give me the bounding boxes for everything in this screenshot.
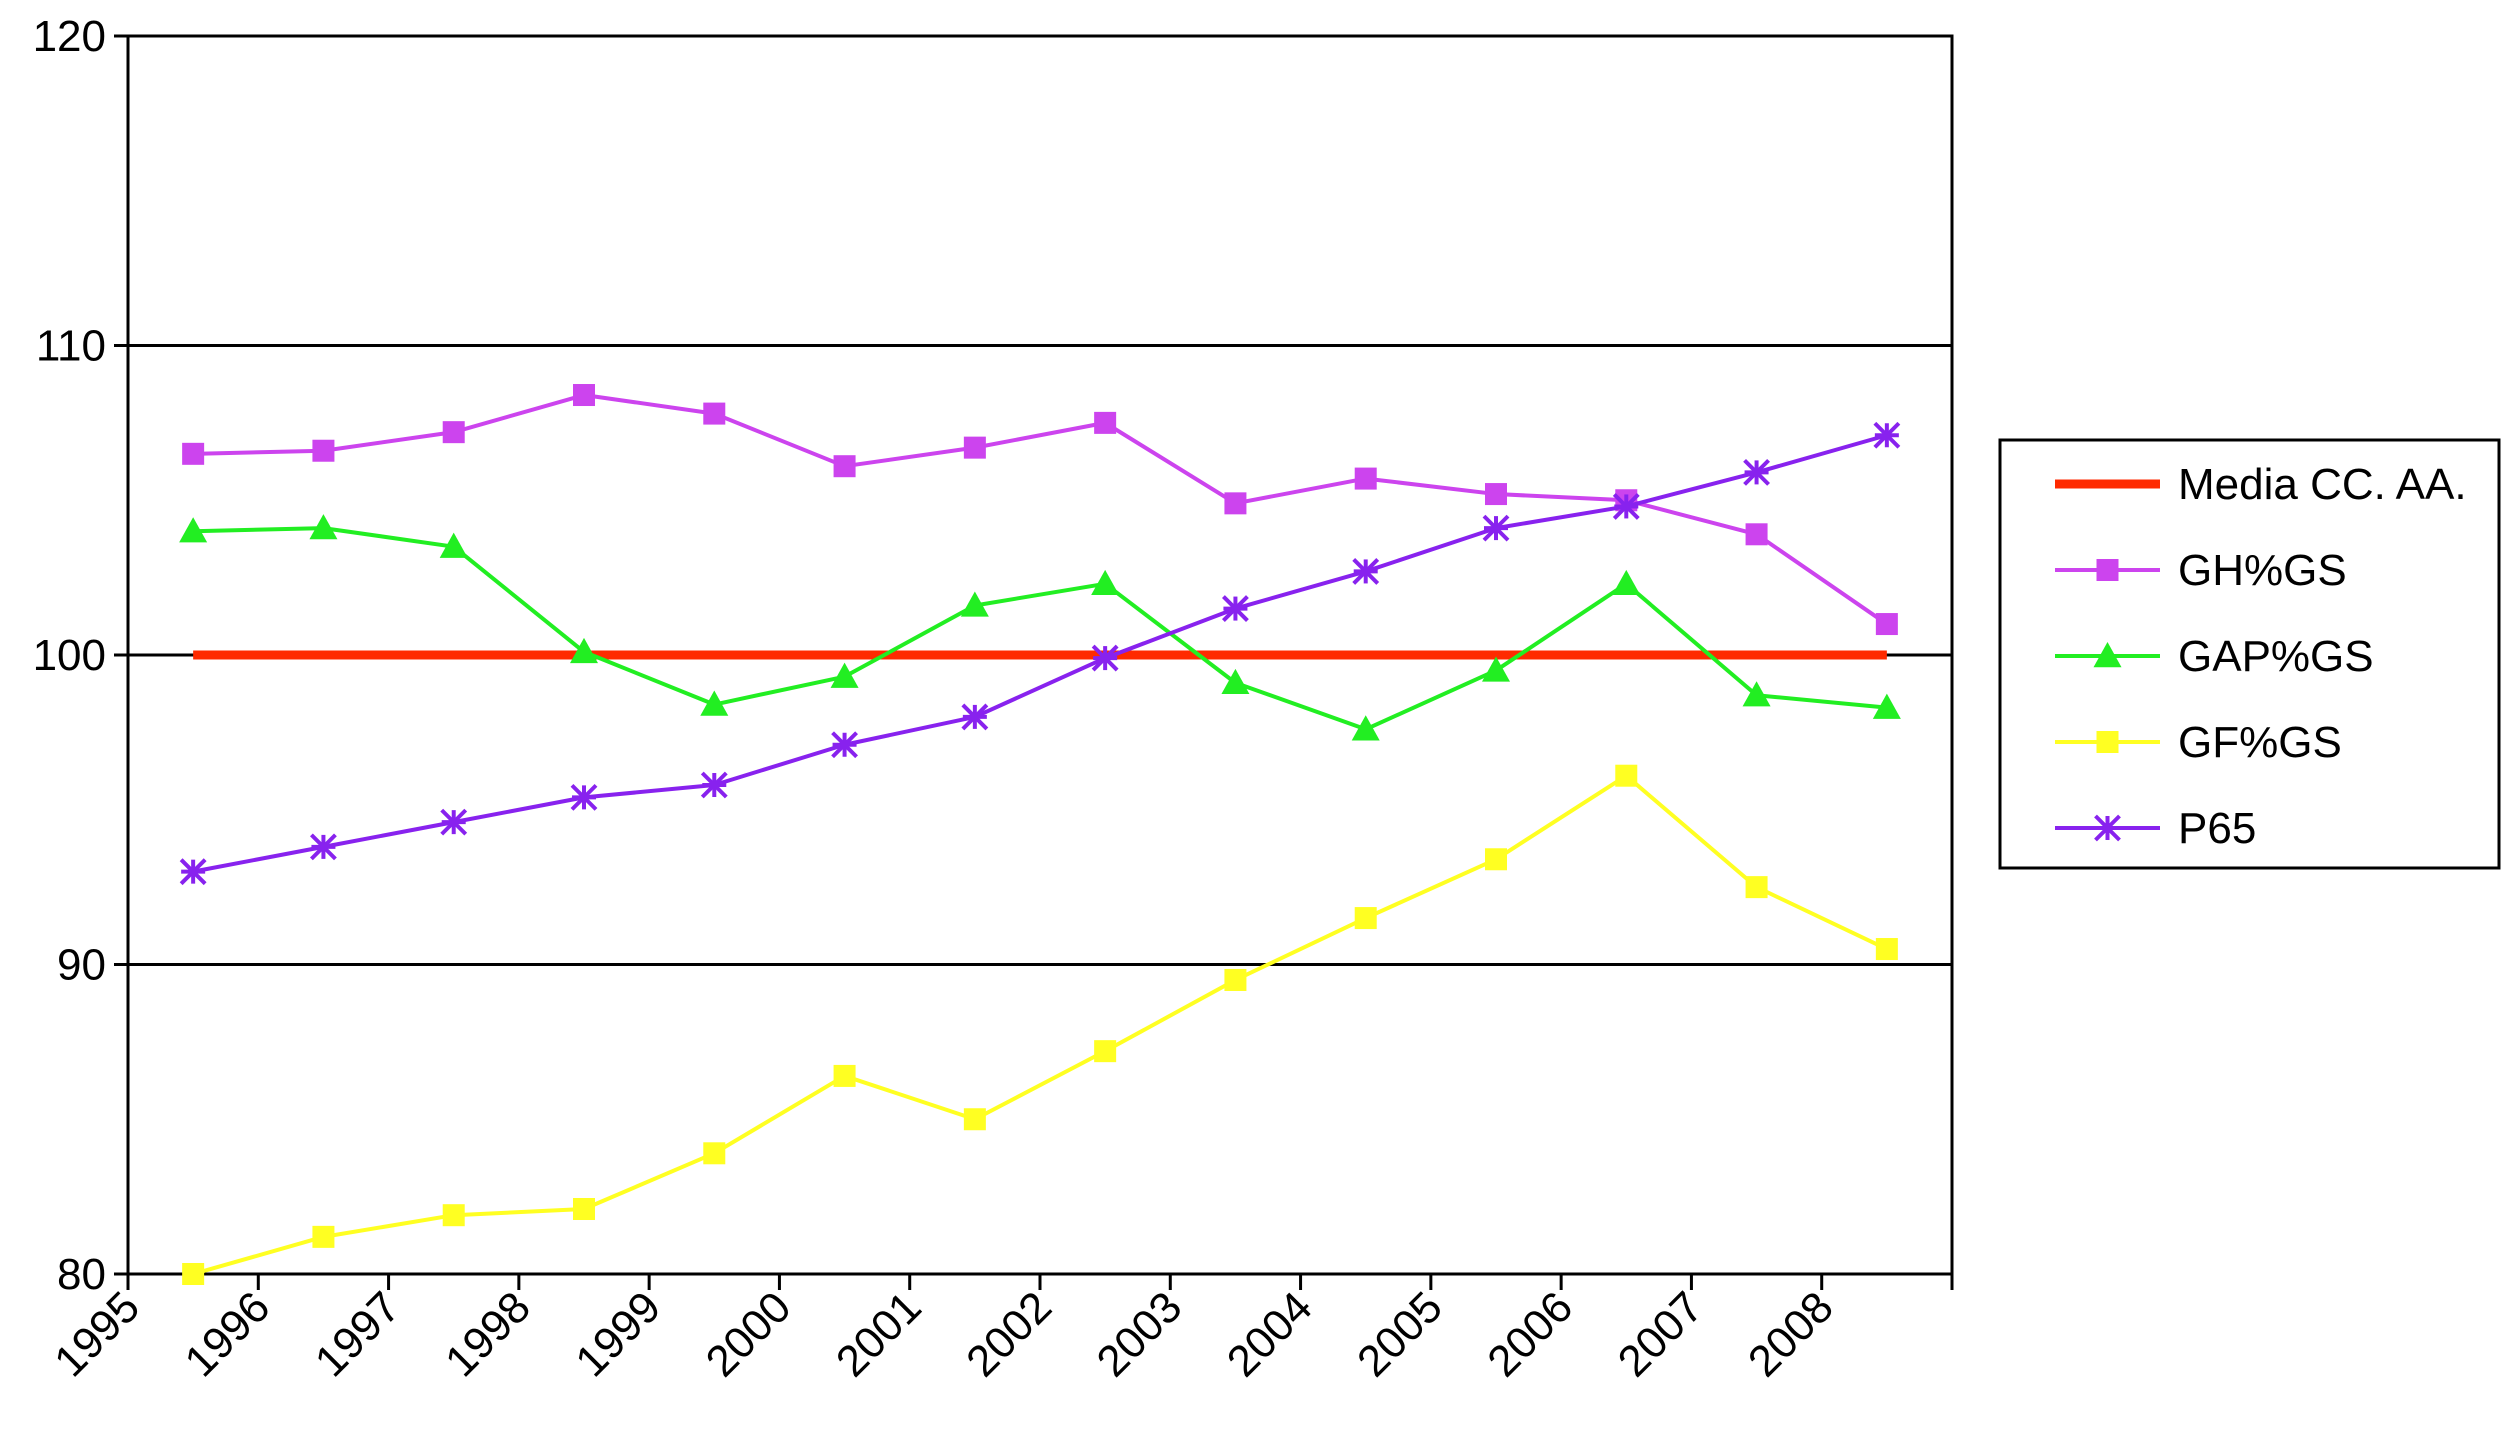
data-point — [442, 421, 465, 444]
x-tick-label: 2004 — [1218, 1282, 1322, 1386]
data-point — [1091, 644, 1119, 672]
data-point — [440, 808, 468, 836]
x-tick-label: 1998 — [436, 1282, 540, 1386]
data-point — [703, 1142, 726, 1165]
x-tick-label: 2008 — [1739, 1282, 1843, 1386]
data-point — [1482, 656, 1510, 682]
data-point — [179, 517, 208, 543]
square-marker — [2096, 559, 2119, 581]
data-point — [1485, 483, 1507, 506]
data-point — [1094, 1040, 1117, 1063]
legend-label: GH%GS — [2178, 546, 2347, 595]
data-point — [310, 833, 337, 861]
data-point — [961, 703, 989, 731]
data-point — [439, 532, 468, 558]
legend-label: Media CC. AA. — [2178, 460, 2467, 509]
data-point — [1354, 907, 1377, 930]
data-point — [1612, 493, 1640, 520]
data-point — [830, 662, 859, 688]
data-point — [963, 436, 986, 459]
y-tick-label: 90 — [57, 941, 106, 990]
data-point — [1745, 523, 1768, 546]
x-tick-label: 2006 — [1478, 1282, 1582, 1386]
data-point — [1224, 968, 1247, 991]
data-point — [182, 442, 205, 465]
x-tick-label: 2005 — [1348, 1282, 1452, 1386]
series-line — [192, 773, 1888, 1276]
data-point — [1482, 514, 1510, 542]
data-point — [833, 455, 856, 478]
data-point — [1873, 421, 1901, 449]
legend-label: P65 — [2178, 804, 2256, 853]
data-point — [1615, 764, 1638, 787]
data-point — [570, 783, 598, 811]
data-point — [1351, 715, 1380, 741]
x-tick-label: 2000 — [697, 1282, 801, 1386]
data-point — [833, 1064, 856, 1087]
data-point — [573, 1198, 595, 1221]
data-point — [1091, 569, 1120, 596]
y-tick-label: 100 — [33, 631, 106, 680]
legend-label: GF%GS — [2178, 718, 2342, 767]
data-point — [1743, 458, 1770, 486]
square-marker — [2096, 731, 2119, 753]
data-point — [1872, 693, 1901, 719]
data-point — [1354, 467, 1377, 490]
x-tick-label: 1997 — [306, 1282, 410, 1386]
data-point — [312, 439, 335, 462]
series-GF%GS — [182, 764, 1898, 1285]
data-point — [700, 690, 729, 716]
x-tick-label: 2001 — [827, 1282, 931, 1386]
data-point — [442, 1204, 465, 1227]
data-point — [573, 384, 595, 407]
series-line — [193, 393, 1888, 626]
data-point — [1094, 411, 1117, 434]
asterisk-marker — [2094, 814, 2121, 842]
data-point — [1745, 876, 1768, 899]
y-tick-label: 80 — [57, 1250, 106, 1299]
data-point — [1612, 569, 1641, 596]
x-tick-label: 1996 — [175, 1282, 279, 1386]
data-point — [963, 1108, 986, 1131]
data-point — [960, 591, 989, 617]
data-point — [1742, 681, 1771, 707]
series-P65 — [179, 421, 1901, 886]
x-tick-label: 2003 — [1087, 1282, 1191, 1386]
data-point — [1352, 558, 1380, 585]
data-point — [831, 731, 858, 759]
data-point — [1875, 938, 1898, 961]
series-GH%GS — [182, 384, 1898, 636]
data-point — [1224, 492, 1247, 515]
y-tick-label: 110 — [36, 322, 106, 371]
data-point — [703, 402, 726, 425]
x-tick-label: 1999 — [566, 1282, 670, 1386]
data-point — [700, 771, 728, 799]
legend: Media CC. AA. GH%GS GAP%GS GF%GS P65 — [1998, 438, 2501, 870]
series-group — [179, 384, 1901, 1285]
data-point — [1875, 613, 1898, 636]
series-line — [193, 526, 1888, 732]
legend-label: GAP%GS — [2178, 632, 2374, 681]
data-point — [309, 514, 338, 540]
data-point — [1222, 595, 1249, 622]
data-point — [182, 1263, 205, 1285]
data-point — [1221, 668, 1250, 695]
data-point — [570, 637, 598, 664]
y-tick-label: 120 — [33, 12, 106, 61]
data-point — [179, 858, 207, 886]
series-GAP%GS — [179, 514, 1901, 741]
data-point — [1485, 848, 1507, 871]
x-tick-label: 2007 — [1609, 1282, 1713, 1386]
data-point — [312, 1225, 335, 1248]
series-line — [192, 433, 1888, 874]
x-tick-label: 2002 — [957, 1282, 1061, 1386]
triangle-marker — [2093, 642, 2122, 668]
